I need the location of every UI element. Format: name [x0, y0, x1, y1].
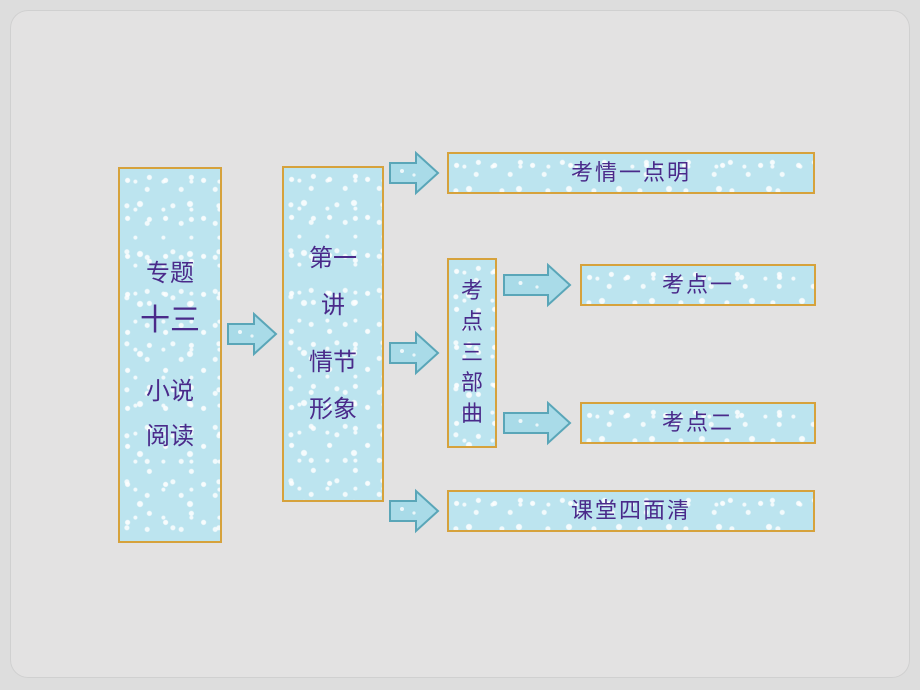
- node-level2: 第一 讲 情节 形象: [282, 166, 384, 502]
- node-point1-text: 考点一: [662, 268, 734, 302]
- node-mid-l1: 考: [461, 276, 483, 307]
- node-root-line4: 阅读: [146, 418, 194, 455]
- node-top-right-text: 考情一点明: [571, 156, 691, 190]
- node-point2-text: 考点二: [662, 406, 734, 440]
- node-root-line2: 十三: [140, 298, 200, 345]
- node-root: 专题 十三 小说 阅读: [118, 167, 222, 543]
- node-root-line1: 专题: [146, 255, 194, 292]
- node-point2: 考点二: [580, 402, 816, 444]
- arrow-mid-point2: [504, 403, 570, 443]
- node-mid-small: 考 点 三 部 曲: [447, 258, 497, 448]
- node-top-right: 考情一点明: [447, 152, 815, 194]
- arrow-level2-top: [390, 153, 438, 193]
- arrow-root-level2: [228, 314, 276, 354]
- diagram-canvas: { "colors": { "canvas_bg": "#e3e2e2", "p…: [10, 10, 910, 678]
- node-bottom-right: 课堂四面清: [447, 490, 815, 532]
- node-bottom-right-text: 课堂四面清: [571, 494, 691, 528]
- node-level2-line4: 形象: [309, 391, 357, 428]
- node-mid-l5: 曲: [461, 399, 483, 430]
- node-level2-line1: 第一: [309, 240, 357, 277]
- node-mid-l2: 点: [461, 307, 483, 338]
- node-root-line3: 小说: [146, 373, 194, 410]
- node-mid-l4: 部: [461, 368, 483, 399]
- node-point1: 考点一: [580, 264, 816, 306]
- node-mid-l3: 三: [461, 338, 483, 369]
- node-level2-line2: 讲: [321, 287, 345, 324]
- arrow-mid-point1: [504, 265, 570, 305]
- arrow-level2-mid: [390, 333, 438, 373]
- arrow-level2-bottom: [390, 491, 438, 531]
- node-level2-line3: 情节: [309, 344, 357, 381]
